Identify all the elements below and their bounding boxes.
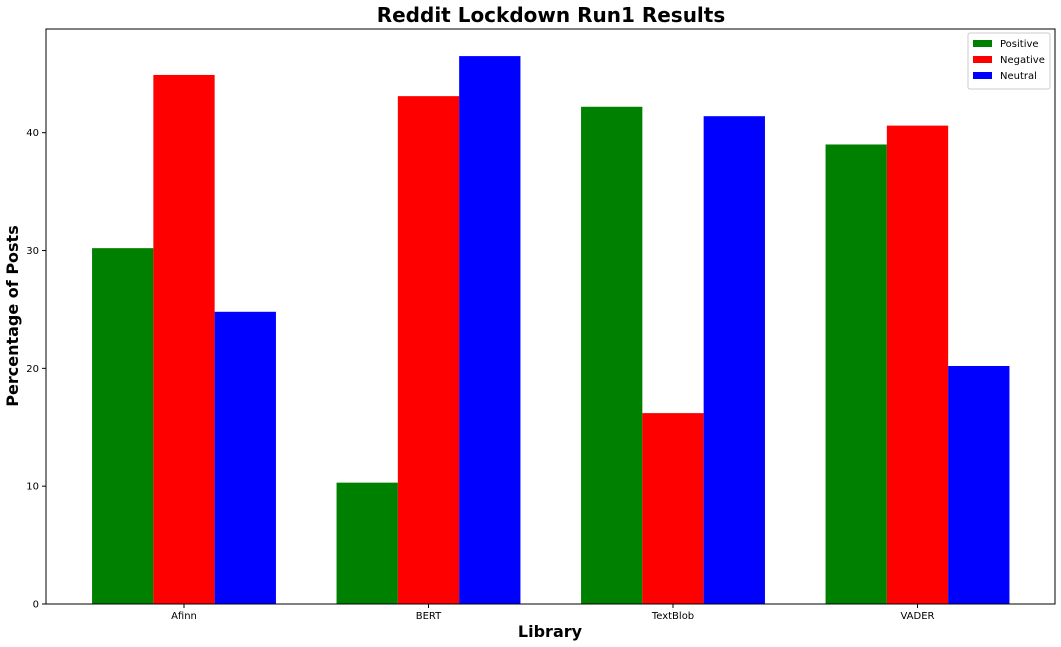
bar-negative-textblob xyxy=(642,413,704,604)
legend-swatch-positive xyxy=(973,40,992,47)
plot-frame xyxy=(45,28,1056,605)
legend-swatch-negative xyxy=(973,56,992,63)
x-tick-label: BERT xyxy=(416,611,442,622)
y-tick-label: 20 xyxy=(26,364,39,375)
bar-negative-afinn xyxy=(153,74,215,604)
legend-label-positive: Positive xyxy=(1000,39,1039,50)
bar-positive-afinn xyxy=(92,248,154,604)
legend-swatch-neutral xyxy=(973,72,992,79)
bar-neutral-afinn xyxy=(214,311,276,604)
bar-neutral-textblob xyxy=(703,116,765,604)
y-tick-label: 30 xyxy=(26,246,39,257)
y-axis-ticks: 0 10 20 30 40 xyxy=(26,128,46,611)
bar-positive-textblob xyxy=(581,106,643,605)
y-tick-label: 40 xyxy=(26,128,39,139)
bar-negative-vader xyxy=(886,125,949,605)
y-tick-label: 10 xyxy=(26,482,39,493)
x-tick-label: Afinn xyxy=(171,611,197,622)
legend: Positive Negative Neutral xyxy=(967,32,1051,90)
y-axis-label: Percentage of Posts xyxy=(3,225,22,406)
legend-label-neutral: Neutral xyxy=(1000,71,1037,82)
bars-group xyxy=(92,56,1010,605)
x-tick-label: TextBlob xyxy=(651,611,694,622)
bar-neutral-bert xyxy=(459,56,521,605)
y-tick-label: 0 xyxy=(33,600,39,611)
x-tick-label: VADER xyxy=(900,611,934,622)
bar-negative-bert xyxy=(397,96,460,604)
legend-label-negative: Negative xyxy=(1000,55,1045,66)
bar-positive-bert xyxy=(336,482,398,604)
x-axis-label: Library xyxy=(518,622,583,641)
bar-neutral-vader xyxy=(948,365,1010,604)
bar-positive-vader xyxy=(825,144,887,604)
chart-title: Reddit Lockdown Run1 Results xyxy=(377,3,726,27)
x-axis-ticks: Afinn BERT TextBlob VADER xyxy=(171,604,935,622)
